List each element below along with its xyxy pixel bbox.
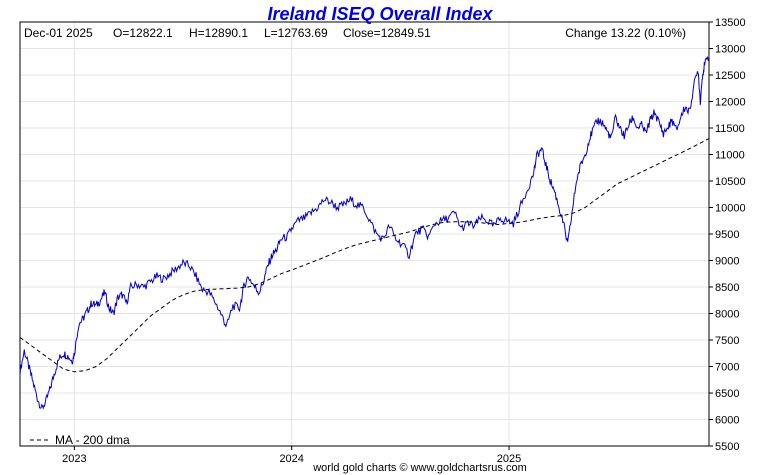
grid <box>20 22 709 446</box>
series-group <box>19 55 710 410</box>
x-tick-label: 2025 <box>497 453 521 465</box>
header-high: H=12890.1 <box>189 26 248 40</box>
y-tick-label: 6500 <box>715 388 739 400</box>
y-tick-label: 8000 <box>715 309 739 321</box>
header-low: L=12763.69 <box>264 26 328 40</box>
series-line-price <box>19 55 710 410</box>
header-change: Change 13.22 (0.10%) <box>565 26 686 40</box>
series-line-ma <box>19 138 710 373</box>
credit-text: world gold charts © www.goldchartsrus.co… <box>312 462 527 474</box>
x-tick-label: 2023 <box>62 453 86 465</box>
y-axis: 5500 6000 6500 7000 7500 8000 8500 9000 9500 1000… <box>709 17 746 453</box>
y-tick-label: 6000 <box>715 415 739 427</box>
header-date: Dec-01 2025 <box>24 26 93 40</box>
y-tick-label: 8500 <box>715 282 739 294</box>
y-tick-label: 10500 <box>715 176 746 188</box>
legend-ma-label: MA - 200 dma <box>55 433 130 447</box>
y-tick-label: 13000 <box>715 44 746 56</box>
chart-title: Ireland ISEQ Overall Index <box>267 4 493 24</box>
y-tick-label: 12000 <box>715 97 746 109</box>
y-tick-label: 7000 <box>715 362 739 374</box>
header-close: Close=12849.51 <box>343 26 431 40</box>
y-tick-label: 12500 <box>715 70 746 82</box>
x-tick-label: 2024 <box>279 453 303 465</box>
y-tick-label: 9500 <box>715 229 739 241</box>
x-axis: 2023 2024 2025 <box>62 446 521 465</box>
header-open: O=12822.1 <box>113 26 173 40</box>
y-tick-label: 13500 <box>715 17 746 29</box>
y-tick-label: 7500 <box>715 335 739 347</box>
y-tick-label: 11000 <box>715 150 745 162</box>
y-tick-label: 5500 <box>715 441 739 453</box>
y-tick-label: 10000 <box>715 203 746 215</box>
y-tick-label: 11500 <box>715 123 745 135</box>
y-tick-label: 9000 <box>715 256 739 268</box>
